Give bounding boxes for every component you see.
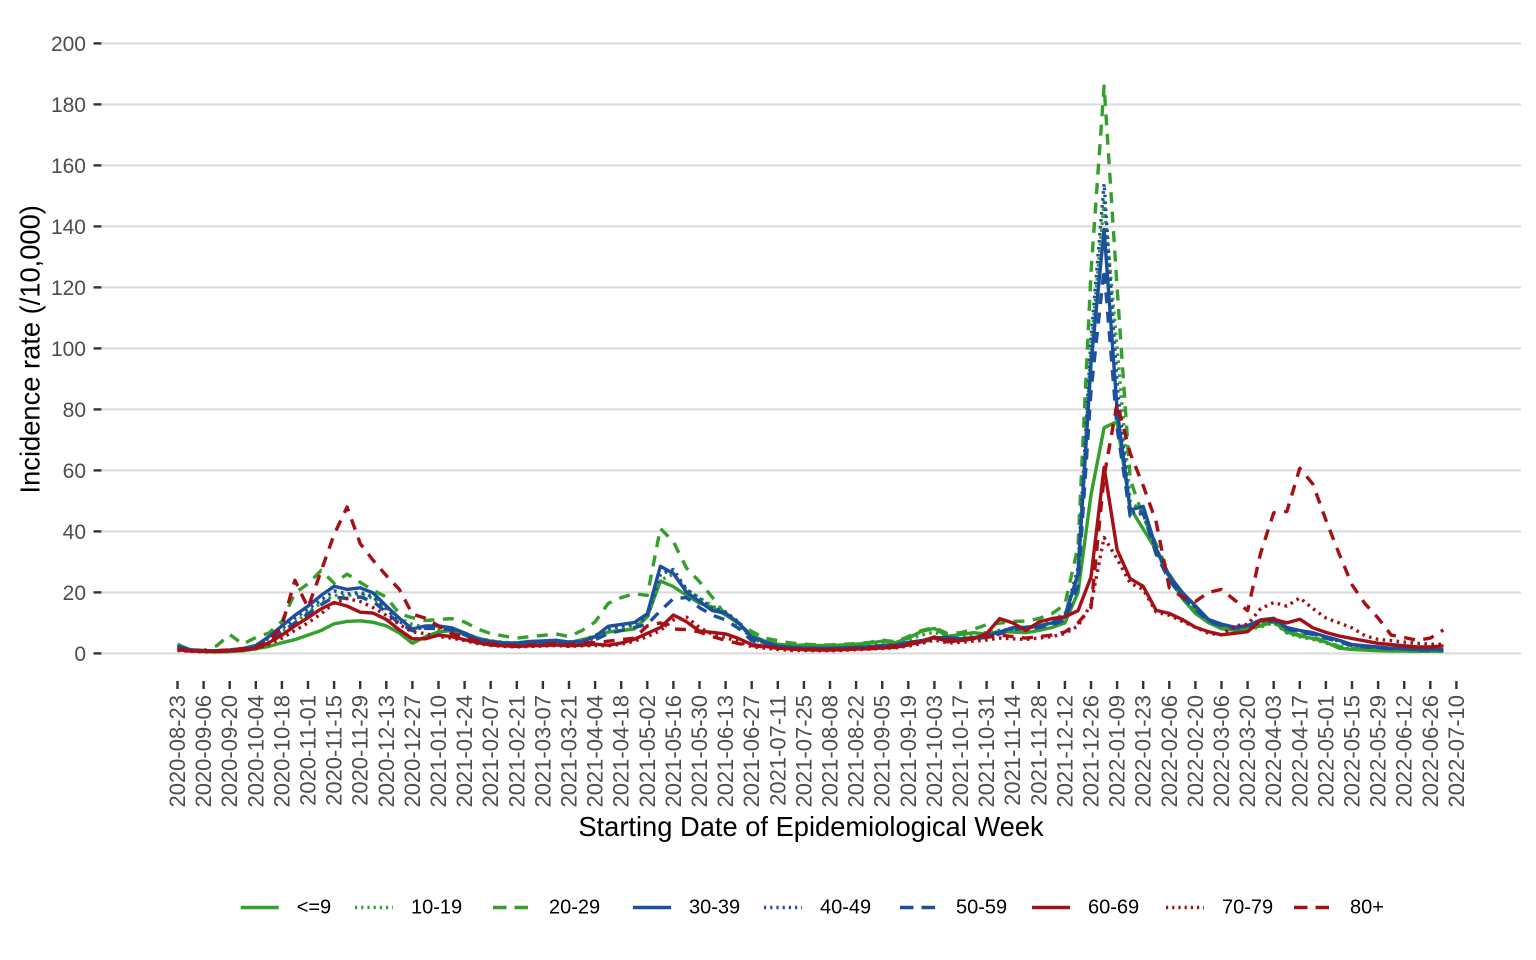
svg-text:2020-12-13: 2020-12-13 — [374, 695, 399, 808]
svg-text:100: 100 — [51, 338, 86, 361]
svg-text:2020-11-29: 2020-11-29 — [348, 695, 373, 806]
svg-text:80: 80 — [63, 399, 86, 422]
svg-text:30-39: 30-39 — [689, 897, 740, 919]
svg-text:2021-09-19: 2021-09-19 — [896, 695, 921, 808]
svg-text:2020-09-20: 2020-09-20 — [217, 695, 242, 808]
svg-text:2021-11-28: 2021-11-28 — [1026, 695, 1051, 806]
svg-text:2021-05-30: 2021-05-30 — [687, 695, 712, 808]
svg-text:2021-02-21: 2021-02-21 — [504, 695, 529, 808]
svg-text:2021-06-27: 2021-06-27 — [739, 695, 764, 808]
svg-text:2021-12-26: 2021-12-26 — [1079, 695, 1104, 808]
svg-text:2022-01-09: 2022-01-09 — [1105, 695, 1130, 808]
svg-text:2021-12-12: 2021-12-12 — [1052, 695, 1077, 808]
svg-text:2020-11-15: 2020-11-15 — [322, 695, 347, 806]
svg-text:2022-02-20: 2022-02-20 — [1183, 695, 1208, 808]
svg-text:2020-12-27: 2020-12-27 — [400, 695, 425, 808]
svg-text:2021-03-07: 2021-03-07 — [530, 695, 555, 808]
svg-text:2022-05-15: 2022-05-15 — [1340, 695, 1365, 808]
svg-text:40-49: 40-49 — [820, 897, 871, 919]
svg-text:Incidence rate (/10,000): Incidence rate (/10,000) — [15, 205, 46, 493]
svg-text:40: 40 — [63, 521, 86, 544]
svg-text:2021-08-22: 2021-08-22 — [844, 695, 869, 808]
svg-text:60-69: 60-69 — [1088, 897, 1139, 919]
svg-text:2020-10-04: 2020-10-04 — [243, 695, 268, 808]
svg-text:2022-03-20: 2022-03-20 — [1235, 695, 1260, 808]
svg-text:0: 0 — [74, 643, 86, 666]
svg-text:2021-04-04: 2021-04-04 — [583, 695, 608, 808]
svg-text:2021-11-14: 2021-11-14 — [1000, 695, 1025, 806]
svg-text:160: 160 — [51, 155, 86, 178]
svg-text:2022-05-29: 2022-05-29 — [1366, 695, 1391, 808]
svg-text:2021-09-05: 2021-09-05 — [870, 695, 895, 808]
svg-text:2021-06-13: 2021-06-13 — [713, 695, 738, 808]
svg-text:2022-03-06: 2022-03-06 — [1209, 695, 1234, 808]
svg-text:2022-07-10: 2022-07-10 — [1444, 695, 1469, 808]
svg-text:2022-05-01: 2022-05-01 — [1313, 695, 1338, 808]
svg-text:2020-11-01: 2020-11-01 — [296, 695, 321, 806]
svg-text:2020-10-18: 2020-10-18 — [269, 695, 294, 808]
svg-text:2021-10-03: 2021-10-03 — [922, 695, 947, 808]
svg-text:2020-08-23: 2020-08-23 — [165, 695, 190, 808]
svg-text:70-79: 70-79 — [1222, 897, 1273, 919]
svg-text:200: 200 — [51, 33, 86, 56]
svg-text:2021-05-02: 2021-05-02 — [635, 695, 660, 808]
svg-text:2022-06-12: 2022-06-12 — [1392, 695, 1417, 808]
svg-text:2021-01-10: 2021-01-10 — [426, 695, 451, 808]
svg-text:140: 140 — [51, 216, 86, 239]
svg-text:2021-01-24: 2021-01-24 — [452, 695, 477, 808]
svg-text:2021-10-31: 2021-10-31 — [974, 695, 999, 808]
svg-text:<=9: <=9 — [297, 897, 331, 919]
svg-text:120: 120 — [51, 277, 86, 300]
svg-text:50-59: 50-59 — [956, 897, 1007, 919]
svg-text:2021-03-21: 2021-03-21 — [557, 695, 582, 808]
svg-text:20: 20 — [63, 582, 86, 605]
svg-text:180: 180 — [51, 94, 86, 117]
svg-text:2021-10-17: 2021-10-17 — [948, 695, 973, 808]
svg-text:2020-09-06: 2020-09-06 — [191, 695, 216, 808]
svg-text:2022-06-26: 2022-06-26 — [1418, 695, 1443, 808]
svg-text:2021-02-07: 2021-02-07 — [478, 695, 503, 808]
svg-text:20-29: 20-29 — [549, 897, 600, 919]
svg-text:2021-04-18: 2021-04-18 — [609, 695, 634, 808]
svg-text:10-19: 10-19 — [411, 897, 462, 919]
svg-text:2021-07-25: 2021-07-25 — [791, 695, 816, 808]
svg-text:2021-07-11: 2021-07-11 — [765, 695, 790, 806]
svg-text:80+: 80+ — [1350, 897, 1384, 919]
svg-text:2022-04-03: 2022-04-03 — [1261, 695, 1286, 808]
svg-text:2021-08-08: 2021-08-08 — [818, 695, 843, 808]
svg-text:2022-01-23: 2022-01-23 — [1131, 695, 1156, 808]
svg-text:2022-04-17: 2022-04-17 — [1287, 695, 1312, 808]
svg-text:2022-02-06: 2022-02-06 — [1157, 695, 1182, 808]
svg-text:2021-05-16: 2021-05-16 — [661, 695, 686, 808]
svg-text:60: 60 — [63, 460, 86, 483]
svg-text:Starting Date of Epidemiologic: Starting Date of Epidemiological Week — [578, 811, 1044, 842]
